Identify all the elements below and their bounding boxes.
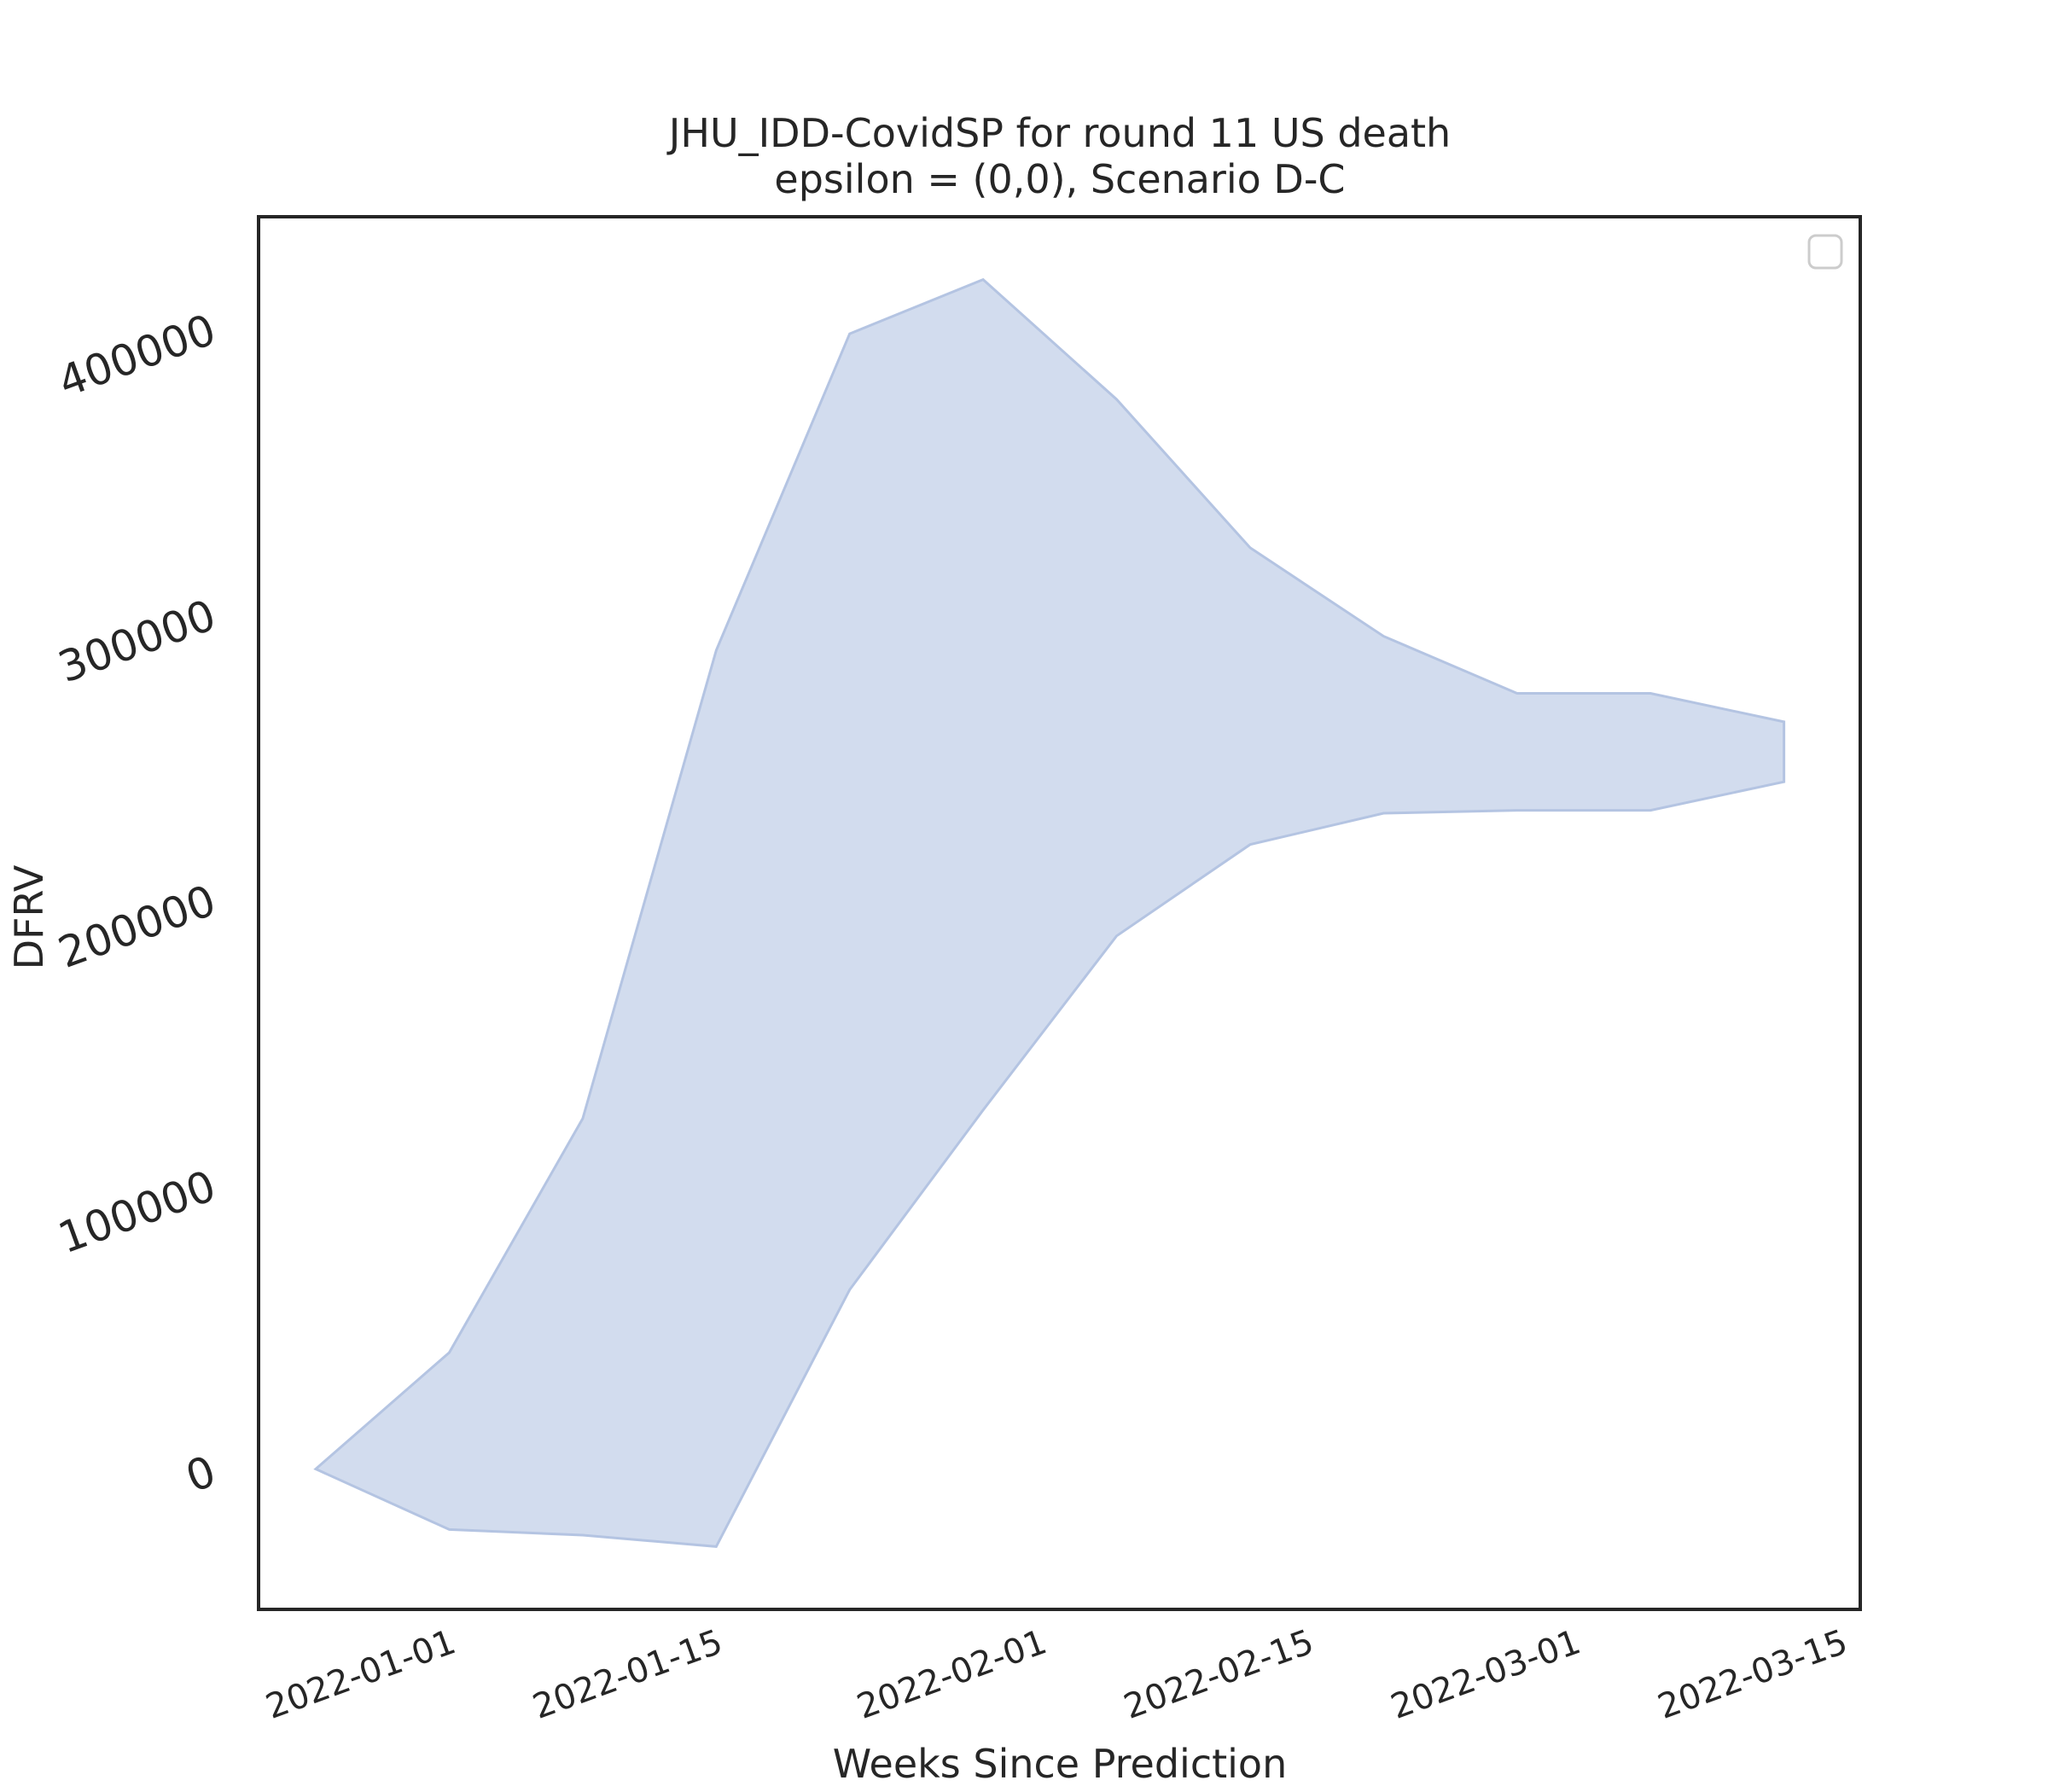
y-axis-label: DFRV	[6, 864, 52, 969]
legend-box	[1807, 234, 1843, 270]
chart-subtitle: epsilon = (0,0), Scenario D-C	[774, 156, 1345, 202]
plot-area	[313, 277, 1786, 1548]
chart-title: JHU_IDD-CovidSP for round 11 US death	[666, 110, 1451, 156]
x-axis-label: Weeks Since Prediction	[833, 1741, 1287, 1787]
plot-frame	[257, 215, 1862, 1611]
confidence-band-0	[313, 277, 1786, 1548]
